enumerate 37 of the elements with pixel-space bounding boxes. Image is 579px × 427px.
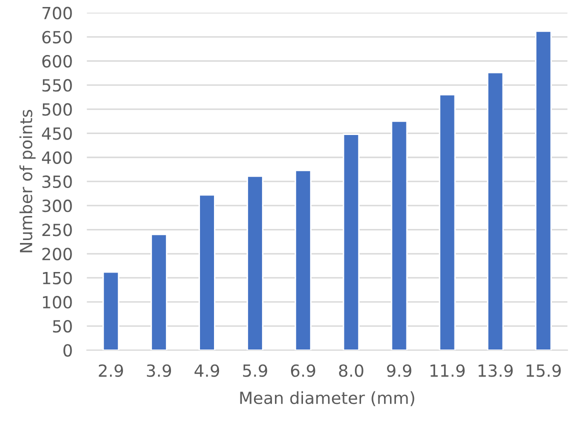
bar	[246, 175, 264, 350]
bar	[342, 134, 360, 350]
y-tick-label: 650	[42, 30, 72, 44]
y-tick-label: 700	[42, 6, 72, 20]
y-tick-label: 400	[42, 151, 72, 164]
x-tick-label: 13.9	[478, 364, 513, 377]
x-tick-label: 2.9	[98, 364, 123, 377]
x-tick-label: 11.9	[430, 364, 465, 377]
y-tick-label: 500	[42, 103, 72, 116]
bar	[390, 120, 408, 350]
x-tick-label: 4.9	[194, 364, 220, 377]
bar	[198, 194, 216, 350]
x-tick-label: 6.9	[291, 364, 316, 377]
bar	[438, 94, 456, 350]
bar	[102, 271, 120, 350]
y-tick-label: 250	[42, 224, 72, 236]
y-tick-label: 550	[42, 79, 72, 92]
bar	[294, 170, 312, 350]
y-tick-label: 150	[42, 272, 72, 284]
y-tick-label: 0	[63, 344, 72, 357]
y-tick-label: 50	[53, 320, 72, 333]
y-tick-label: 350	[42, 175, 72, 188]
y-tick-label: 200	[42, 248, 72, 260]
y-axis-title: Number of points	[19, 110, 36, 252]
bar	[150, 234, 168, 350]
x-tick-label: 3.9	[146, 364, 172, 377]
y-tick-label: 100	[42, 296, 72, 309]
y-tick-label: 300	[42, 200, 72, 212]
y-tick-label: 600	[42, 54, 72, 68]
y-tick-label: 450	[42, 127, 72, 140]
x-tick-label: 15.9	[526, 364, 561, 377]
x-axis-title: Mean diameter (mm)	[240, 391, 414, 406]
bar	[486, 72, 504, 350]
x-tick-label: 8.0	[339, 364, 364, 377]
x-tick-label: 9.9	[387, 364, 412, 377]
bar	[535, 30, 552, 350]
x-tick-label: 5.9	[243, 364, 268, 377]
